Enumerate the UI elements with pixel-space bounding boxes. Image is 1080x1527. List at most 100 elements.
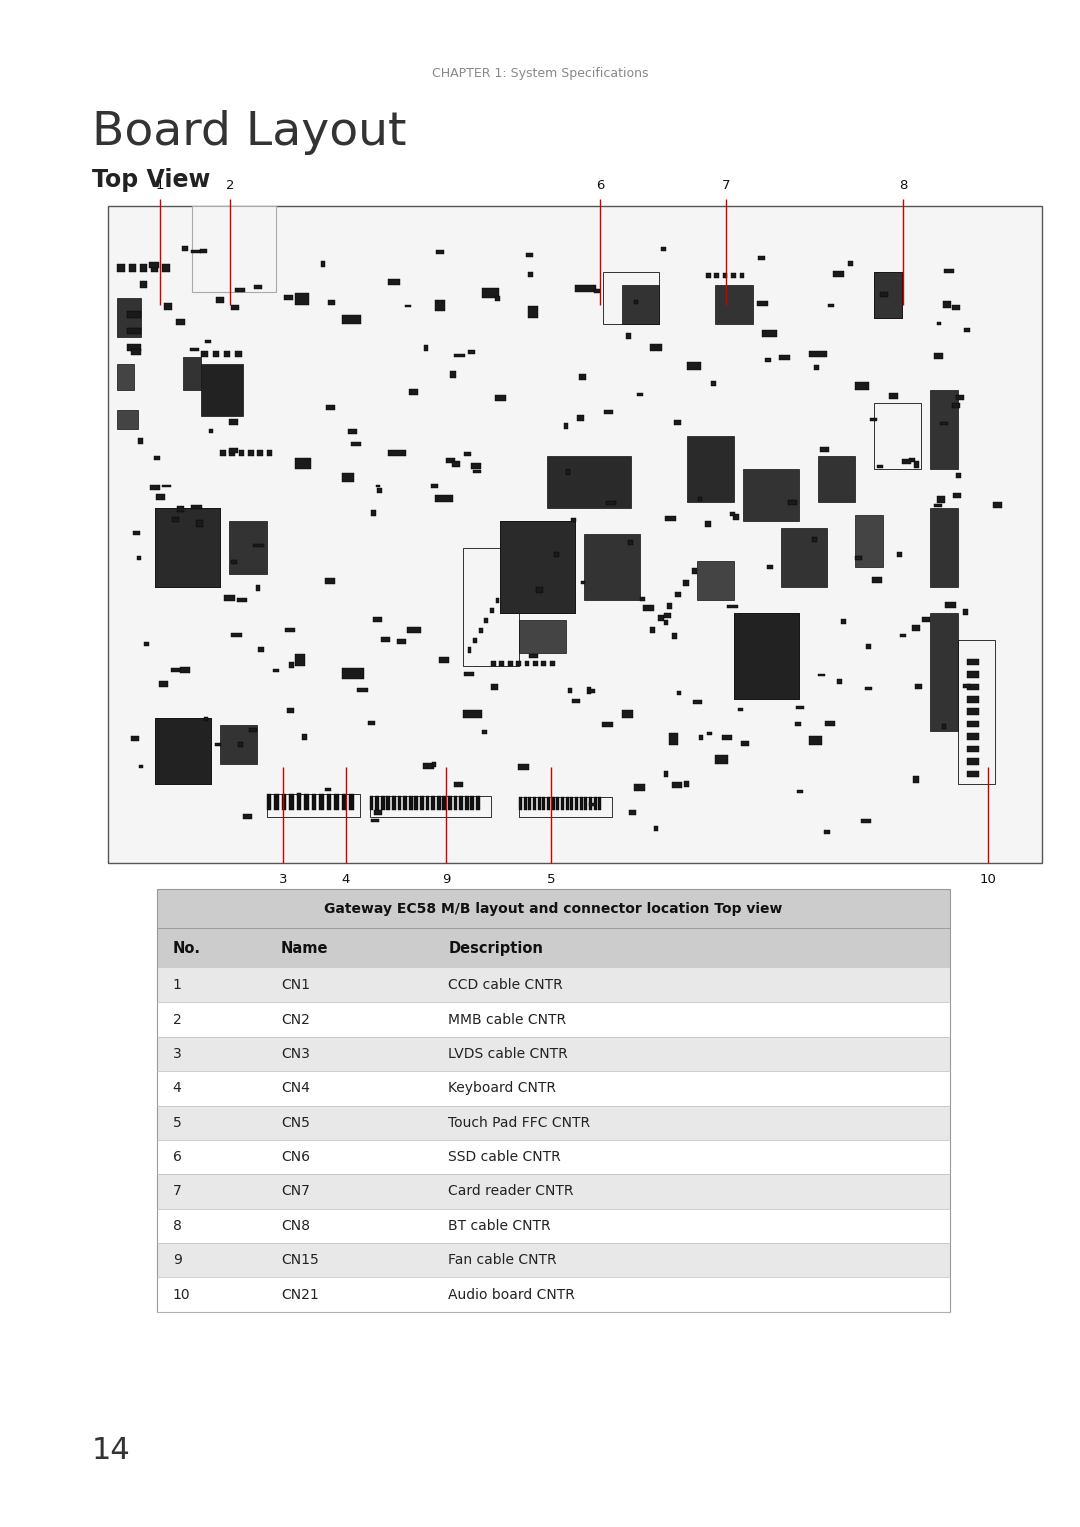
Bar: [224, 351, 230, 357]
Bar: [897, 551, 902, 557]
Bar: [797, 789, 804, 793]
Bar: [369, 796, 374, 811]
Bar: [157, 1003, 950, 1037]
Bar: [464, 796, 469, 811]
Bar: [129, 264, 136, 272]
Text: 7: 7: [721, 179, 730, 192]
Bar: [757, 301, 768, 307]
Bar: [328, 301, 335, 305]
Bar: [491, 684, 498, 690]
Bar: [697, 560, 734, 600]
Bar: [157, 889, 950, 1312]
Text: No.: No.: [173, 941, 201, 956]
Bar: [229, 418, 238, 425]
Bar: [149, 263, 159, 267]
Text: 10: 10: [173, 1287, 190, 1301]
Bar: [348, 429, 357, 434]
Bar: [164, 304, 172, 310]
Bar: [548, 455, 631, 508]
Bar: [229, 521, 267, 574]
Bar: [415, 796, 418, 811]
Bar: [285, 628, 295, 632]
Bar: [118, 363, 134, 389]
Bar: [693, 701, 702, 704]
Bar: [220, 450, 226, 455]
Bar: [526, 253, 534, 258]
Bar: [471, 463, 482, 469]
Bar: [902, 460, 912, 464]
Bar: [685, 780, 689, 786]
Bar: [602, 722, 612, 727]
Bar: [554, 553, 558, 557]
Bar: [877, 466, 882, 469]
Bar: [403, 796, 407, 811]
Bar: [604, 411, 612, 414]
Text: CHAPTER 1: System Specifications: CHAPTER 1: System Specifications: [432, 67, 648, 79]
Bar: [537, 586, 543, 592]
Bar: [183, 357, 202, 389]
Text: 6: 6: [596, 179, 605, 192]
Bar: [586, 687, 591, 693]
Bar: [528, 272, 532, 276]
Bar: [136, 556, 140, 559]
Bar: [501, 588, 505, 594]
Bar: [550, 661, 554, 666]
Bar: [581, 580, 584, 583]
Bar: [341, 315, 361, 324]
Bar: [301, 734, 307, 739]
Bar: [157, 889, 950, 928]
Bar: [643, 606, 653, 611]
Bar: [525, 661, 529, 666]
Bar: [968, 721, 978, 727]
Bar: [636, 392, 644, 395]
Bar: [993, 502, 1002, 508]
Text: 8: 8: [899, 179, 907, 192]
Text: 3: 3: [279, 873, 287, 887]
Bar: [934, 353, 943, 359]
Bar: [731, 273, 735, 278]
Bar: [534, 661, 538, 666]
Bar: [326, 794, 332, 811]
Bar: [634, 783, 645, 791]
Bar: [578, 415, 584, 421]
Bar: [865, 687, 872, 690]
Bar: [197, 521, 203, 527]
Bar: [584, 797, 588, 811]
Bar: [482, 730, 487, 734]
Bar: [818, 673, 824, 676]
Bar: [874, 403, 921, 469]
Bar: [341, 794, 347, 811]
Bar: [273, 669, 279, 672]
Bar: [757, 257, 765, 260]
Bar: [229, 447, 238, 454]
Bar: [968, 745, 978, 753]
Bar: [500, 521, 575, 614]
Bar: [552, 797, 554, 811]
Bar: [478, 628, 483, 632]
Bar: [730, 512, 735, 516]
Bar: [873, 577, 882, 583]
Bar: [889, 394, 897, 399]
Bar: [482, 289, 499, 298]
Bar: [528, 305, 538, 318]
Bar: [937, 322, 941, 325]
Bar: [267, 794, 271, 811]
Bar: [463, 548, 519, 666]
Bar: [711, 380, 716, 386]
Bar: [508, 661, 513, 666]
Bar: [677, 692, 681, 695]
Text: CN2: CN2: [281, 1012, 310, 1026]
Bar: [476, 796, 480, 811]
Bar: [284, 295, 293, 299]
Bar: [118, 264, 125, 272]
Bar: [375, 796, 379, 811]
Bar: [495, 395, 505, 402]
Bar: [389, 278, 400, 286]
Bar: [915, 684, 922, 689]
Text: LVDS cable CNTR: LVDS cable CNTR: [448, 1048, 568, 1061]
Bar: [943, 301, 951, 308]
Bar: [968, 696, 978, 702]
Bar: [519, 797, 522, 811]
Bar: [814, 365, 819, 370]
Bar: [389, 450, 406, 455]
